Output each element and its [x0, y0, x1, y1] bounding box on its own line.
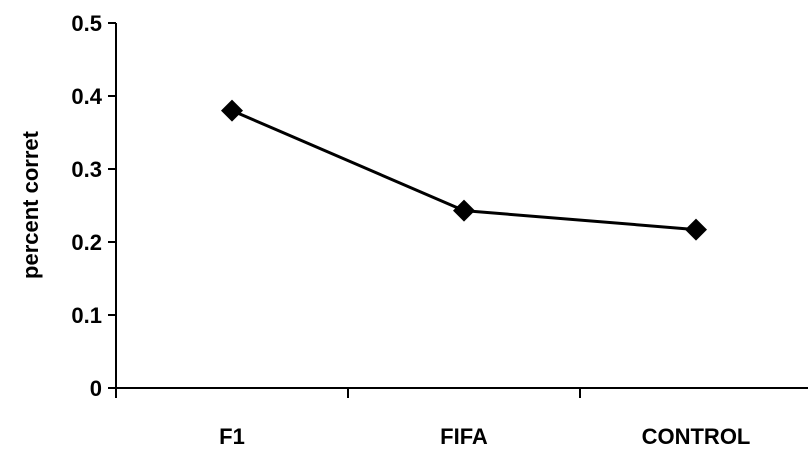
x-tick-labels: F1 FIFA CONTROL: [219, 424, 750, 449]
x-tick-label: F1: [219, 424, 245, 449]
y-tick-label: 0.4: [71, 84, 102, 109]
y-tick-labels: 0 0.1 0.2 0.3 0.4 0.5: [71, 11, 102, 401]
y-tick-label: 0.1: [71, 303, 102, 328]
y-tick-label: 0.2: [71, 230, 102, 255]
x-tick-label: CONTROL: [642, 424, 751, 449]
y-tick-label: 0.3: [71, 157, 102, 182]
axes: [108, 22, 808, 398]
y-axis-title: percent corret: [18, 130, 43, 279]
y-tick-label: 0.5: [71, 11, 102, 36]
x-tick-label: FIFA: [440, 424, 488, 449]
data-point-marker: [453, 199, 475, 222]
series: [221, 99, 707, 241]
data-point-marker: [221, 99, 243, 122]
data-point-marker: [685, 218, 707, 241]
y-tick-label: 0: [90, 376, 102, 401]
